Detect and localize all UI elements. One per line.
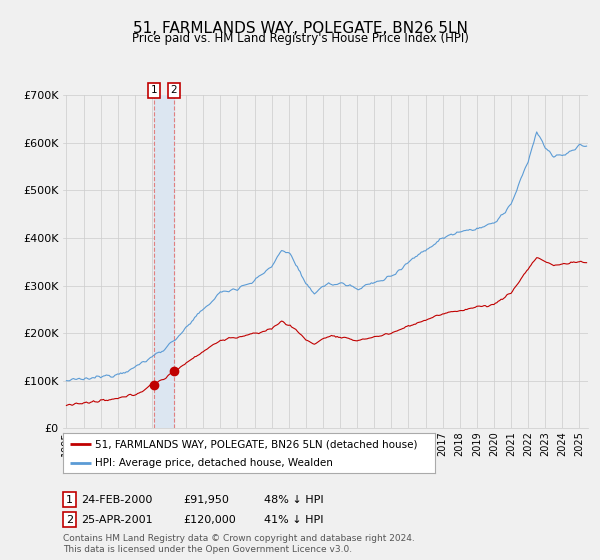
Text: HPI: Average price, detached house, Wealden: HPI: Average price, detached house, Weal…: [95, 458, 332, 468]
Text: 1: 1: [66, 494, 73, 505]
Text: 2: 2: [66, 515, 73, 525]
Text: 25-APR-2001: 25-APR-2001: [81, 515, 152, 525]
Text: £120,000: £120,000: [183, 515, 236, 525]
Text: Contains HM Land Registry data © Crown copyright and database right 2024.: Contains HM Land Registry data © Crown c…: [63, 534, 415, 543]
Text: 41% ↓ HPI: 41% ↓ HPI: [264, 515, 323, 525]
Text: £91,950: £91,950: [183, 494, 229, 505]
Bar: [154, 95, 174, 428]
Text: 2: 2: [170, 85, 177, 95]
Text: 48% ↓ HPI: 48% ↓ HPI: [264, 494, 323, 505]
Text: 51, FARMLANDS WAY, POLEGATE, BN26 5LN (detached house): 51, FARMLANDS WAY, POLEGATE, BN26 5LN (d…: [95, 439, 417, 449]
Text: 24-FEB-2000: 24-FEB-2000: [81, 494, 152, 505]
Text: 1: 1: [151, 85, 157, 95]
Text: Price paid vs. HM Land Registry's House Price Index (HPI): Price paid vs. HM Land Registry's House …: [131, 32, 469, 45]
Text: 51, FARMLANDS WAY, POLEGATE, BN26 5LN: 51, FARMLANDS WAY, POLEGATE, BN26 5LN: [133, 21, 467, 36]
Text: This data is licensed under the Open Government Licence v3.0.: This data is licensed under the Open Gov…: [63, 545, 352, 554]
